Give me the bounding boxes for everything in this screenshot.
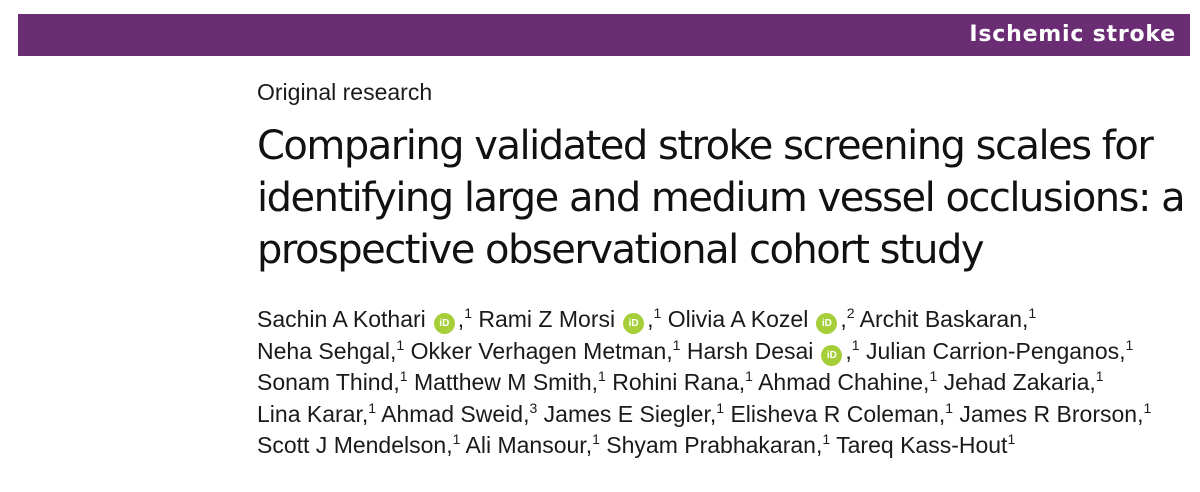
author-line: Sachin A Kothari iD ,1 Rami Z Morsi iD ,1 Ol…: [257, 305, 1037, 334]
affiliation-marker: 1: [1007, 431, 1016, 447]
affiliation-marker: 1: [1095, 368, 1104, 384]
affiliation-marker: 1: [653, 305, 662, 321]
affiliation-marker: 1: [929, 368, 938, 384]
orcid-icon[interactable]: iD: [623, 313, 645, 334]
affiliation-marker: 1: [822, 431, 831, 447]
affiliation-marker: 1: [945, 399, 954, 416]
author-name: Ahmad Chahine,: [758, 369, 930, 395]
author-name: Lina Karar,: [257, 400, 369, 427]
affiliation-marker: 3: [529, 399, 538, 416]
section-label: Ischemic stroke: [969, 22, 1176, 47]
author-line: Scott J Mendelson,1 Ali Mansour,1 Shyam …: [257, 430, 1192, 462]
author-line: Neha Sehgal,1 Okker Verhagen Metman,1 Ha…: [257, 336, 1134, 366]
section-banner: Ischemic stroke: [18, 14, 1190, 56]
author-name: Archit Baskaran,: [859, 306, 1029, 332]
orcid-icon[interactable]: iD: [433, 313, 455, 334]
author-name: Elisheva R Coleman,: [730, 400, 946, 427]
title-line: identifying large and medium vessel occl…: [257, 175, 1186, 221]
affiliation-marker: 1: [592, 431, 600, 447]
affiliation-marker: 1: [399, 368, 408, 384]
affiliation-marker: 1: [1143, 399, 1152, 416]
author-name: Tareq Kass-Hout: [836, 432, 1008, 458]
author-name: Sonam Thind,: [257, 369, 400, 395]
affiliation-marker: 1: [745, 368, 753, 384]
affiliation-marker: 1: [464, 305, 472, 321]
author-name: Okker Verhagen Metman,: [410, 337, 673, 364]
title-line: prospective observational cohort study: [257, 227, 985, 273]
author-name: Jehad Zakaria,: [943, 369, 1096, 395]
affiliation-marker: 1: [452, 431, 461, 447]
author-name: Shyam Prabhakaran,: [606, 432, 823, 458]
author-name: James E Siegler,: [543, 400, 717, 427]
author-name: Ali Mansour,: [465, 432, 593, 458]
affiliation-marker: 1: [598, 368, 606, 384]
orcid-icon[interactable]: iD: [816, 313, 838, 334]
affiliation-marker: 1: [716, 399, 725, 416]
author-line: Sonam Thind,1 Matthew M Smith,1 Rohini R…: [257, 367, 1192, 399]
article-title: Comparing validated stroke screening sca…: [257, 120, 1186, 276]
affiliation-marker: 1: [1028, 305, 1037, 321]
author-name: Harsh Desai: [686, 337, 814, 364]
affiliation-marker: 2: [846, 305, 855, 321]
author-name: Ahmad Sweid,: [381, 400, 530, 427]
affiliation-marker: 1: [368, 399, 377, 416]
author-name: Olivia A Kozel: [667, 306, 809, 332]
affiliation-marker: 1: [1125, 336, 1134, 353]
affiliation-marker: 1: [851, 336, 860, 353]
author-name: Sachin A Kothari: [257, 306, 426, 332]
author-list: Sachin A Kothari iD ,1 Rami Z Morsi iD ,1 Ol…: [257, 304, 1192, 462]
orcid-icon[interactable]: iD: [821, 344, 843, 366]
author-name: Rami Z Morsi: [478, 306, 616, 332]
author-name: Scott J Mendelson,: [257, 432, 453, 458]
author-name: Neha Sehgal,: [257, 337, 397, 364]
author-line: Lina Karar,1 Ahmad Sweid,3 James E Siegl…: [257, 399, 1192, 431]
affiliation-marker: 1: [672, 336, 681, 353]
author-name: Julian Carrion-Penganos,: [865, 337, 1126, 364]
title-line: Comparing validated stroke screening sca…: [257, 123, 1154, 169]
author-name: Matthew M Smith,: [413, 369, 599, 395]
author-name: James R Brorson,: [959, 400, 1144, 427]
affiliation-marker: 1: [396, 336, 405, 353]
author-name: Rohini Rana,: [612, 369, 746, 395]
article-type: Original research: [257, 79, 433, 105]
